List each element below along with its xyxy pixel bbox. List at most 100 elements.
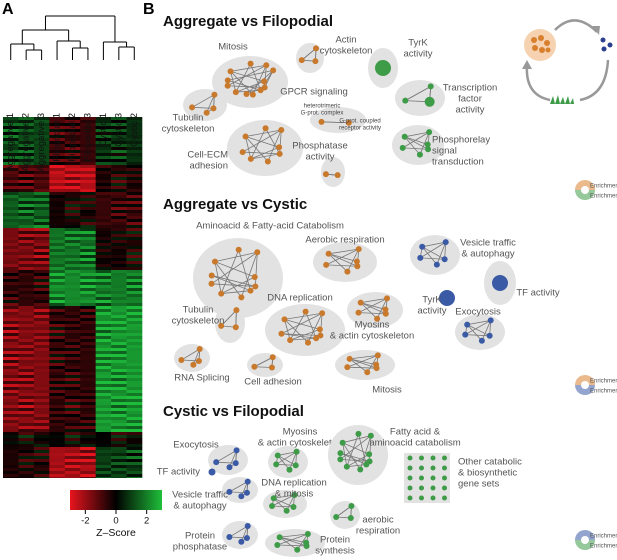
node xyxy=(401,133,408,140)
heatmap-cell xyxy=(3,351,19,355)
node xyxy=(292,462,299,469)
heatmap-cell xyxy=(18,477,35,478)
heatmap-cell xyxy=(18,378,35,382)
heatmap-cell xyxy=(64,129,81,133)
heatmap-cell xyxy=(33,213,50,217)
heatmap-cell xyxy=(49,381,66,385)
heatmap-cell xyxy=(3,150,19,154)
node xyxy=(407,475,413,481)
heatmap-cell xyxy=(49,288,66,292)
heatmap-cell xyxy=(126,273,143,277)
heatmap-cell xyxy=(111,291,127,295)
edge xyxy=(211,283,256,287)
cluster xyxy=(321,157,345,187)
heatmap-cell xyxy=(33,309,50,313)
node xyxy=(464,321,471,328)
heatmap-cell xyxy=(80,426,96,430)
heatmap-cell xyxy=(3,366,19,370)
heatmap-cell xyxy=(33,345,50,349)
node xyxy=(263,62,270,69)
heatmap-cell xyxy=(18,387,35,391)
heatmap-cell xyxy=(49,375,66,379)
heatmap-cell xyxy=(95,168,112,172)
heatmap-cell xyxy=(49,348,66,352)
node xyxy=(208,280,215,287)
heatmap-cell xyxy=(49,183,66,187)
edge xyxy=(246,70,274,95)
heatmap-cell xyxy=(126,228,143,232)
heatmap-cell xyxy=(49,390,66,394)
heatmap-cell xyxy=(95,267,112,271)
heatmap-cell xyxy=(18,183,35,187)
heatmap-cell xyxy=(64,261,81,265)
cluster-label: signal xyxy=(432,146,457,157)
heatmap-cell xyxy=(111,252,127,256)
heatmap-cell xyxy=(64,348,81,352)
heatmap-cell xyxy=(80,192,96,196)
heatmap-cell xyxy=(18,417,35,421)
cluster-label: Aminoacid & Fatty-acid Catabolism xyxy=(196,221,344,232)
heatmap-cell xyxy=(18,339,35,343)
heatmap-cell xyxy=(33,300,50,304)
edge xyxy=(242,151,280,155)
heatmap-cell xyxy=(95,444,112,448)
heatmap-cell xyxy=(111,123,127,127)
heatmap-cell xyxy=(80,321,96,325)
heatmap-cell xyxy=(111,243,127,247)
heatmap-cell xyxy=(3,297,19,301)
heatmap-cell xyxy=(95,204,112,208)
node xyxy=(407,455,413,461)
heatmap-cell xyxy=(64,456,81,460)
edge xyxy=(227,79,261,91)
cluster xyxy=(183,89,227,121)
heatmap-cell xyxy=(80,387,96,391)
heatmap-cell xyxy=(80,330,96,334)
cluster xyxy=(265,529,325,557)
heatmap-cell xyxy=(18,270,35,274)
heatmap-cell xyxy=(111,147,127,151)
heatmap-cell xyxy=(18,384,35,388)
edge xyxy=(289,328,321,341)
heatmap-cell xyxy=(33,465,50,469)
heatmap-cell xyxy=(95,198,112,202)
heatmap-cell xyxy=(3,315,19,319)
heatmap-cell xyxy=(64,438,81,442)
edge xyxy=(235,63,251,93)
node xyxy=(293,448,300,455)
heatmap-cell xyxy=(3,408,19,412)
legend-icon xyxy=(575,385,595,395)
heatmap-cell xyxy=(33,267,50,271)
heatmap-cell xyxy=(95,339,112,343)
heatmap-cell xyxy=(49,174,66,178)
node xyxy=(313,335,320,342)
heatmap-cell xyxy=(126,381,143,385)
heatmap-cell xyxy=(18,279,35,283)
heatmap-cell xyxy=(111,138,127,142)
heatmap-cell xyxy=(18,420,35,424)
heatmap-cell xyxy=(126,351,143,355)
node xyxy=(208,272,215,279)
heatmap-cell xyxy=(126,276,143,280)
node xyxy=(235,246,242,253)
heatmap-cell xyxy=(80,459,96,463)
heatmap-cell xyxy=(80,405,96,409)
heatmap-cell xyxy=(64,252,81,256)
heatmap-cell xyxy=(126,462,143,466)
heatmap-cell xyxy=(80,396,96,400)
heatmap-cell xyxy=(95,468,112,472)
node xyxy=(261,78,268,85)
legend-icon xyxy=(575,375,595,385)
heatmap-cell xyxy=(49,273,66,277)
cluster-label: gene sets xyxy=(458,479,499,490)
edge xyxy=(227,70,274,81)
heatmap-cell xyxy=(64,144,81,148)
heatmap-cell xyxy=(33,204,50,208)
cluster xyxy=(335,350,395,380)
heatmap-cell xyxy=(80,219,96,223)
heatmap-cell xyxy=(33,192,50,196)
heatmap-cell xyxy=(18,318,35,322)
heatmap-cell xyxy=(111,309,127,313)
heatmap-cell xyxy=(64,180,81,184)
heatmap-cell xyxy=(111,273,127,277)
heatmap-cell xyxy=(33,324,50,328)
